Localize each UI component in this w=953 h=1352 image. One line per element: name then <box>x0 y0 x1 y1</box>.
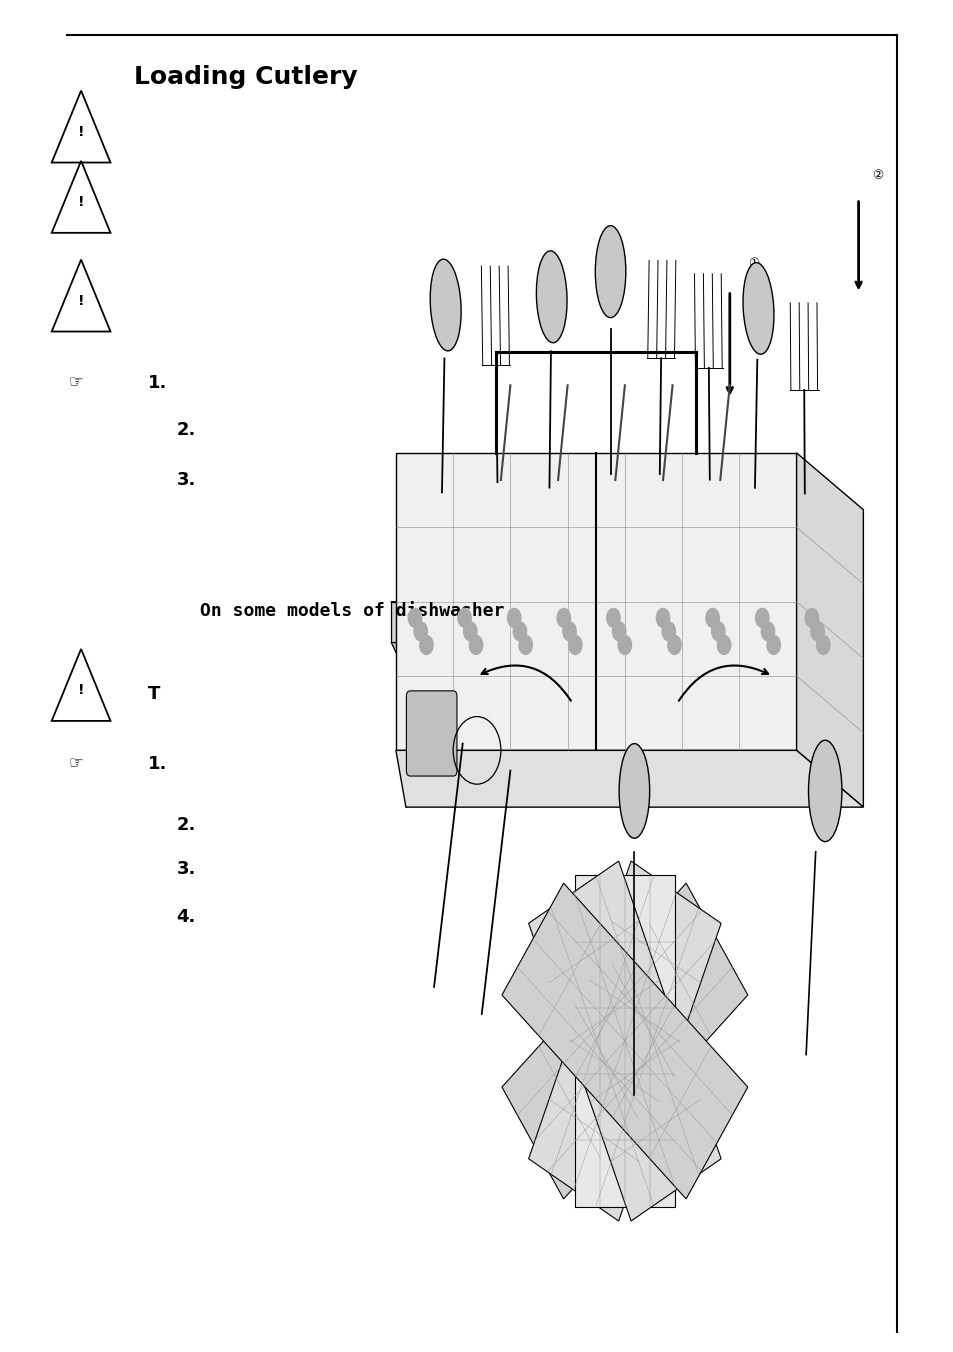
Circle shape <box>463 622 476 641</box>
Text: 4.: 4. <box>176 907 195 926</box>
Circle shape <box>507 608 520 627</box>
Circle shape <box>562 622 576 641</box>
Text: !: ! <box>78 195 84 210</box>
Ellipse shape <box>595 226 625 318</box>
Polygon shape <box>395 453 796 750</box>
Polygon shape <box>395 750 862 807</box>
Circle shape <box>408 608 421 627</box>
Text: On some models of dishwasher: On some models of dishwasher <box>200 602 504 621</box>
Circle shape <box>518 635 532 654</box>
Text: ②: ② <box>871 169 882 183</box>
Circle shape <box>705 608 719 627</box>
Circle shape <box>656 608 669 627</box>
Circle shape <box>661 622 675 641</box>
Ellipse shape <box>536 251 566 342</box>
Text: 3.: 3. <box>176 860 195 879</box>
Polygon shape <box>501 883 747 1199</box>
Polygon shape <box>796 453 862 807</box>
Circle shape <box>717 635 730 654</box>
Circle shape <box>419 635 433 654</box>
FancyBboxPatch shape <box>406 691 456 776</box>
Text: !: ! <box>78 124 84 139</box>
Text: ①: ① <box>747 257 759 270</box>
Circle shape <box>557 608 570 627</box>
Polygon shape <box>391 602 848 662</box>
Polygon shape <box>391 602 820 642</box>
Polygon shape <box>528 861 720 1221</box>
Circle shape <box>816 635 829 654</box>
Text: !: ! <box>78 683 84 698</box>
Polygon shape <box>528 861 720 1221</box>
Text: Loading Cutlery: Loading Cutlery <box>133 65 356 89</box>
Text: 3.: 3. <box>176 470 195 489</box>
Circle shape <box>755 608 768 627</box>
Ellipse shape <box>618 744 649 838</box>
Circle shape <box>414 622 427 641</box>
Text: 1.: 1. <box>148 754 167 773</box>
Circle shape <box>612 622 625 641</box>
Text: 2.: 2. <box>176 815 195 834</box>
Circle shape <box>760 622 774 641</box>
Circle shape <box>457 608 471 627</box>
Text: T: T <box>148 684 160 703</box>
Polygon shape <box>391 642 848 703</box>
Polygon shape <box>501 883 747 1199</box>
Circle shape <box>469 635 482 654</box>
Text: !: ! <box>78 293 84 308</box>
Ellipse shape <box>807 740 841 841</box>
Ellipse shape <box>430 260 460 350</box>
Polygon shape <box>615 602 705 633</box>
Circle shape <box>513 622 526 641</box>
Text: ☞: ☞ <box>69 373 84 392</box>
Circle shape <box>667 635 680 654</box>
Circle shape <box>618 635 631 654</box>
Circle shape <box>766 635 780 654</box>
Text: 1.: 1. <box>148 373 167 392</box>
Polygon shape <box>574 876 674 1206</box>
Circle shape <box>804 608 818 627</box>
Text: ☞: ☞ <box>69 754 84 773</box>
Circle shape <box>568 635 581 654</box>
Circle shape <box>606 608 619 627</box>
Circle shape <box>810 622 823 641</box>
Text: 2.: 2. <box>176 420 195 439</box>
Circle shape <box>711 622 724 641</box>
Ellipse shape <box>742 262 773 354</box>
